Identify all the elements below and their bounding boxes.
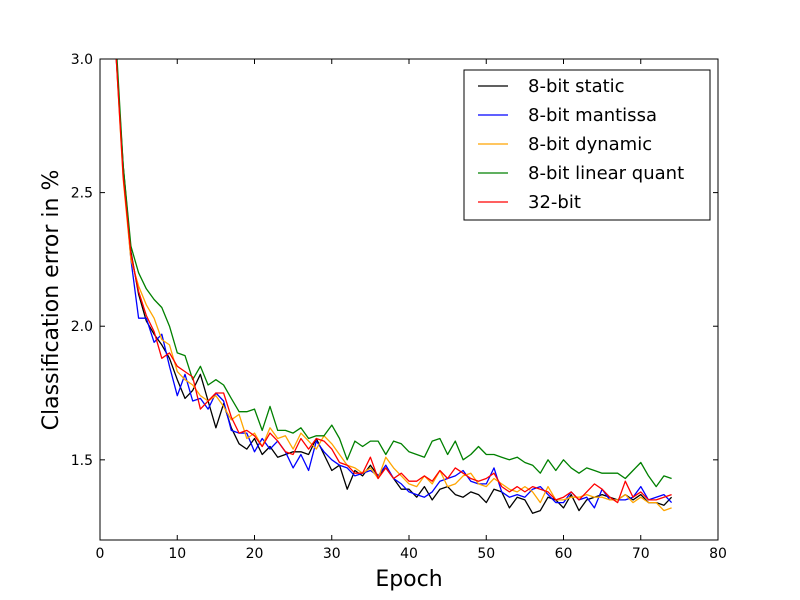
y-tick-label: 3.0 (71, 52, 93, 68)
legend-label-4: 32-bit (528, 192, 581, 213)
y-tick-label: 2.5 (71, 186, 93, 202)
x-tick-label: 70 (632, 546, 650, 562)
y-tick-label: 1.5 (71, 453, 93, 469)
legend-label-2: 8-bit dynamic (528, 134, 652, 155)
y-axis-label: Classification error in % (39, 170, 64, 431)
legend-label-0: 8-bit static (528, 76, 625, 97)
x-tick-label: 0 (96, 546, 105, 562)
x-tick-label: 40 (400, 546, 418, 562)
series-line-3 (116, 59, 672, 488)
series-line-2 (115, 59, 672, 512)
x-tick-label: 30 (323, 546, 341, 562)
x-tick-label: 50 (477, 546, 495, 562)
y-tick-label: 2.0 (71, 319, 93, 335)
x-tick-label: 10 (168, 546, 186, 562)
x-axis-label: Epoch (375, 567, 442, 592)
x-tick-label: 20 (246, 546, 264, 562)
x-tick-label: 60 (555, 546, 573, 562)
legend-box (463, 69, 711, 221)
x-tick-label: 80 (709, 546, 727, 562)
legend-label-1: 8-bit mantissa (528, 105, 657, 126)
legend-label-3: 8-bit linear quant (528, 163, 684, 184)
legend: 8-bit static 8-bit mantissa 8-bit dynamic 8… (463, 69, 711, 221)
series-line-4 (115, 59, 672, 504)
